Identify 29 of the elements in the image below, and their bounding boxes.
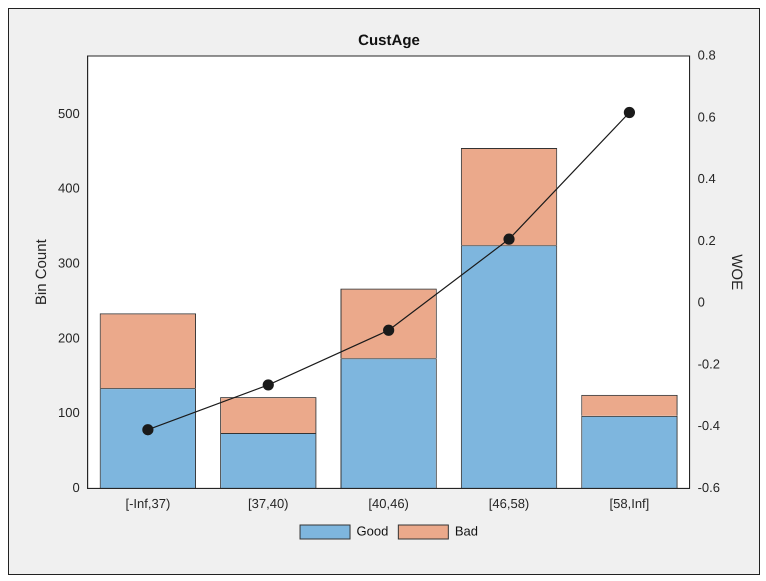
point (262, 379, 274, 391)
y2-tick-label: -0.6 (698, 480, 720, 495)
x-tick-label: [58,Inf] (610, 496, 650, 511)
y-axis-title: Bin Count (33, 238, 50, 306)
point (503, 234, 515, 245)
y-tick-label: 0 (72, 480, 80, 495)
y2-tick-label: 0.6 (698, 109, 716, 124)
legend-label: Bad (454, 524, 478, 539)
point (142, 424, 154, 436)
legend-label: Good (356, 524, 388, 539)
x-tick-label: [40,46) (368, 496, 409, 511)
y-tick-label: 300 (58, 256, 80, 271)
y2-tick-label: 0 (698, 294, 705, 310)
x-tick-label: [-Inf,37) (125, 496, 170, 511)
x-tick-label: [37,40) (248, 496, 289, 511)
y2-tick-label: 0.8 (698, 48, 716, 63)
y-tick-label: 500 (58, 106, 80, 121)
y-tick-label: 200 (58, 330, 80, 346)
x-tick-label: [46,58) (488, 496, 530, 511)
y2-tick-label: -0.4 (698, 418, 720, 434)
y2-tick-label: 0.4 (698, 171, 716, 186)
chart-title: CustAge (358, 32, 420, 50)
y-tick-label: 400 (58, 180, 80, 196)
y2-axis-title: WOE (728, 254, 745, 290)
point (383, 324, 394, 336)
y-tick-label: 100 (58, 405, 80, 420)
y2-tick-label: -0.2 (698, 356, 720, 372)
point (624, 106, 636, 118)
y2-tick-label: 0.2 (698, 232, 716, 248)
